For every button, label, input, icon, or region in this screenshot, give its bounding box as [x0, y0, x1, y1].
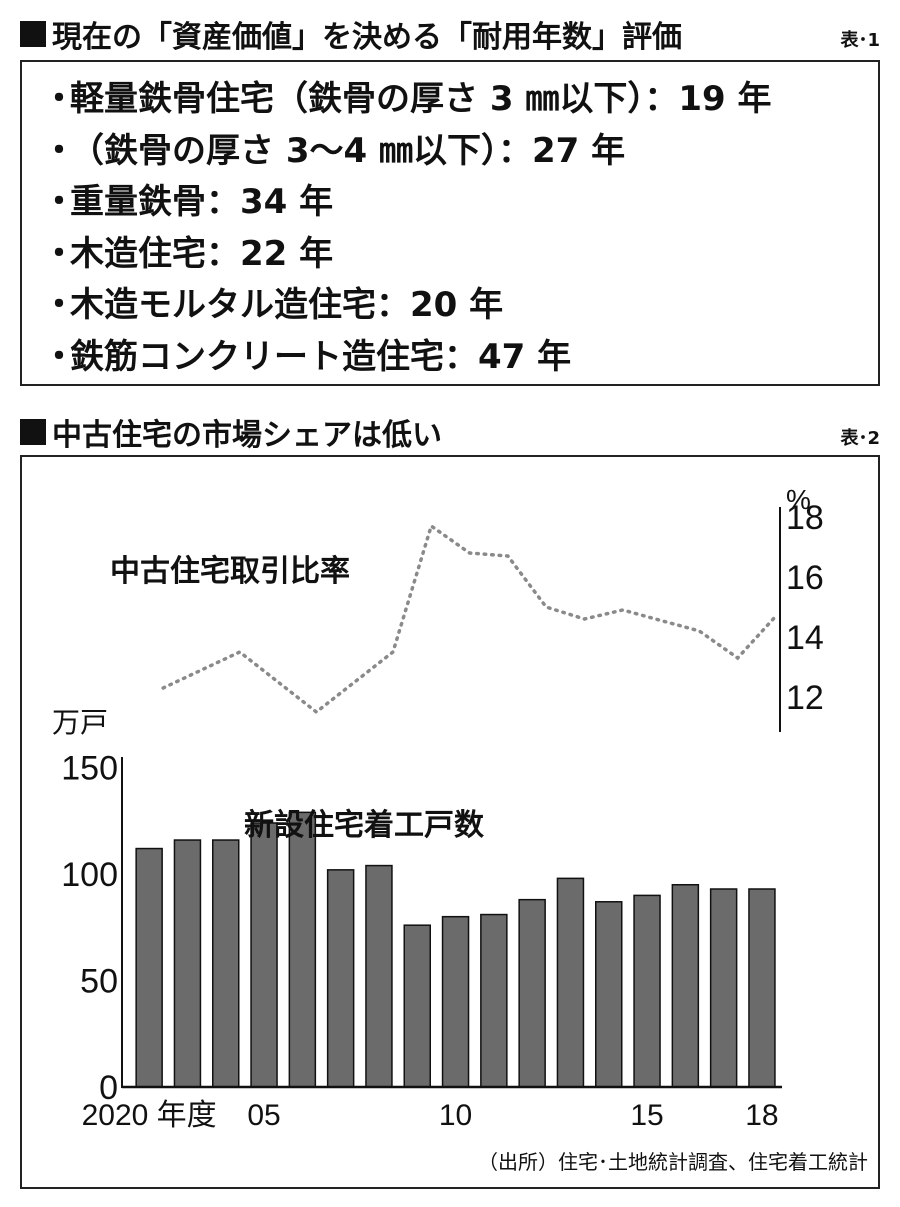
bullet-icon: ・: [42, 336, 76, 377]
bar-y-tick-label: 150: [61, 750, 118, 788]
durability-box: ・軽量鉄骨住宅（鉄骨の厚さ 3 ㎜以下）：19 年 ・（鉄骨の厚さ 3〜4 ㎜以…: [20, 60, 880, 386]
durability-item: ・軽量鉄骨住宅（鉄骨の厚さ 3 ㎜以下）：19 年: [42, 74, 878, 126]
section2-header: 中古住宅の市場シェアは低い 表･2: [20, 410, 880, 453]
section2-title-text: 中古住宅の市場シェアは低い: [52, 418, 442, 453]
bar: [250, 822, 278, 1088]
bar: [480, 913, 508, 1088]
table2-label: 表･2: [840, 428, 880, 449]
bullet-icon: ・: [42, 182, 76, 222]
bar-axis: 0 50 100 150 2020 年度 05 10 15 18: [61, 750, 782, 1132]
section2-title: 中古住宅の市場シェアは低い: [20, 410, 442, 454]
durability-item-text: 鉄筋コンクリート造住宅：47 年: [70, 336, 572, 377]
line-chart-title: 中古住宅取引比率: [110, 554, 350, 589]
bar: [595, 901, 623, 1088]
bullet-icon: ・: [42, 285, 76, 325]
bar: [518, 898, 546, 1088]
bar-chart-title: 新設住宅着工戸数: [244, 808, 485, 843]
bar: [403, 924, 431, 1088]
durability-item: ・鉄筋コンクリート造住宅：47 年: [42, 332, 878, 384]
x-tick-label: 2020 年度: [82, 1099, 217, 1132]
bar: [326, 869, 355, 1088]
bar-ylabel: 万戸: [52, 706, 108, 739]
bullet-icon: ・: [42, 130, 76, 171]
line-y-tick-label: 16: [786, 559, 824, 597]
line-layer: [161, 523, 778, 715]
durability-item: ・木造住宅：22 年: [42, 229, 878, 281]
bar: [212, 839, 240, 1088]
bar: [748, 888, 776, 1088]
durability-item-text: 木造モルタル造住宅：20 年: [70, 285, 504, 325]
x-tick-label: 18: [745, 1099, 778, 1132]
source-note: （出所）住宅･土地統計調査、住宅着工統計: [478, 1150, 868, 1174]
durability-item: ・重量鉄骨：34 年: [42, 177, 878, 229]
bar: [556, 877, 585, 1088]
bars-layer: [135, 811, 776, 1088]
black-square-icon: [20, 419, 46, 445]
x-tick-label: 10: [439, 1099, 472, 1132]
section1-header: 現在の「資産価値」を決める「耐用年数」評価 表･1: [20, 12, 880, 55]
bar-y-tick-label: 0: [99, 1069, 118, 1107]
bar: [709, 888, 738, 1088]
bullet-icon: ・: [42, 233, 76, 274]
combined-chart: 0 50 100 150 2020 年度 05 10 15 18 12 14 16 18 新設住宅着工…: [52, 484, 868, 1174]
bar: [441, 915, 470, 1088]
chart-box: 0 50 100 150 2020 年度 05 10 15 18 12 14 16 18 新設住宅着工…: [20, 455, 880, 1189]
durability-item-text: 軽量鉄骨住宅（鉄骨の厚さ 3 ㎜以下）：19 年: [70, 79, 772, 119]
bullet-icon: ・: [42, 79, 76, 119]
x-tick-label: 05: [247, 1099, 280, 1132]
durability-item: ・木造モルタル造住宅：20 年: [42, 280, 878, 332]
section1-title: 現在の「資産価値」を決める「耐用年数」評価: [20, 12, 682, 56]
line-y-tick-label: 14: [786, 619, 824, 657]
bar-y-tick-label: 100: [61, 856, 118, 894]
line-y-tick-label: 18: [786, 499, 824, 537]
bar: [135, 847, 163, 1088]
durability-list: ・軽量鉄骨住宅（鉄骨の厚さ 3 ㎜以下）：19 年 ・（鉄骨の厚さ 3〜4 ㎜以…: [22, 62, 878, 383]
line-y-tick-label: 12: [786, 679, 824, 717]
line-ylabel: %: [786, 484, 811, 515]
bar: [173, 839, 202, 1088]
durability-item-text: （鉄骨の厚さ 3〜4 ㎜以下）：27 年: [70, 130, 626, 171]
line-axis: 12 14 16 18: [779, 499, 824, 732]
section1-title-text: 現在の「資産価値」を決める「耐用年数」評価: [52, 20, 682, 55]
durability-item-text: 重量鉄骨：34 年: [70, 182, 334, 222]
bar: [288, 811, 317, 1088]
black-square-icon: [20, 21, 46, 47]
bar: [633, 894, 661, 1088]
bar: [671, 883, 700, 1088]
table1-label: 表･1: [840, 30, 880, 51]
bar: [365, 864, 393, 1088]
durability-item: ・（鉄骨の厚さ 3〜4 ㎜以下）：27 年: [42, 126, 878, 178]
x-tick-label: 15: [630, 1099, 663, 1132]
durability-item-text: 木造住宅：22 年: [70, 233, 334, 274]
bar-y-tick-label: 50: [80, 963, 118, 1001]
